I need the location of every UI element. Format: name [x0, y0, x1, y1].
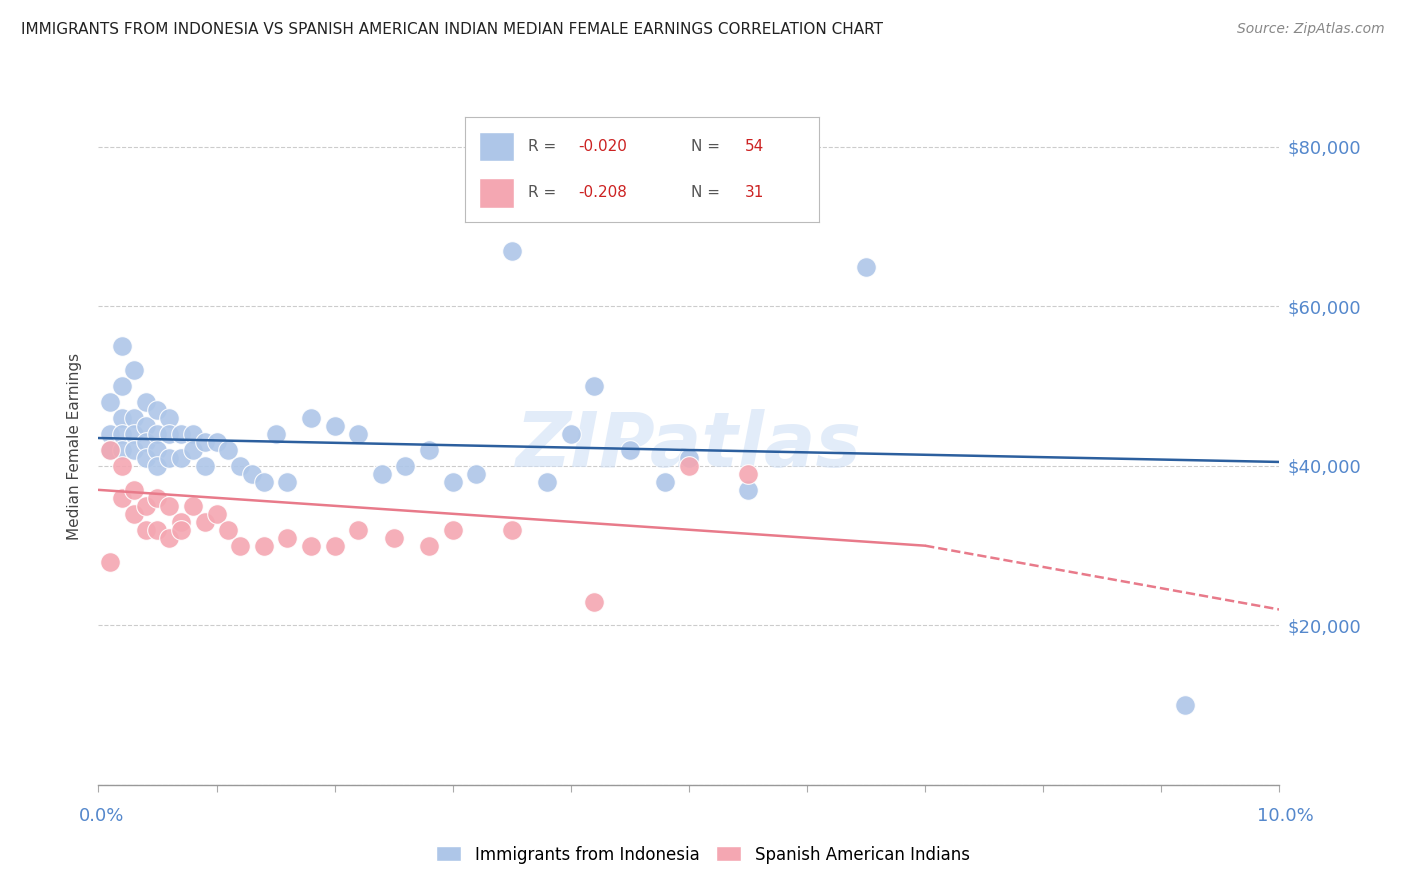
Point — [135, 450, 157, 465]
Point — [170, 427, 193, 442]
Point — [122, 483, 145, 497]
Point — [253, 539, 276, 553]
Point — [347, 427, 370, 442]
Point — [181, 499, 204, 513]
Point — [441, 475, 464, 489]
Point — [111, 427, 134, 442]
Point — [157, 499, 180, 513]
Point — [323, 539, 346, 553]
Point — [536, 475, 558, 489]
Text: 0.0%: 0.0% — [79, 807, 124, 825]
Point — [418, 539, 440, 553]
Point — [217, 442, 239, 457]
Point — [654, 475, 676, 489]
Text: ZIPatlas: ZIPatlas — [516, 409, 862, 483]
Point — [737, 483, 759, 497]
Point — [253, 475, 276, 489]
Point — [240, 467, 263, 481]
Point — [737, 467, 759, 481]
Point — [146, 427, 169, 442]
Point — [205, 435, 228, 450]
Point — [146, 458, 169, 473]
Point — [382, 531, 405, 545]
Point — [111, 379, 134, 393]
Point — [135, 499, 157, 513]
Point — [678, 458, 700, 473]
Point — [194, 435, 217, 450]
Point — [98, 427, 121, 442]
Point — [146, 523, 169, 537]
Legend: Immigrants from Indonesia, Spanish American Indians: Immigrants from Indonesia, Spanish Ameri… — [430, 839, 976, 871]
Point — [394, 458, 416, 473]
Point — [501, 244, 523, 258]
Text: Source: ZipAtlas.com: Source: ZipAtlas.com — [1237, 22, 1385, 37]
Point — [501, 523, 523, 537]
Point — [205, 507, 228, 521]
Point — [111, 339, 134, 353]
Point — [217, 523, 239, 537]
Point — [98, 442, 121, 457]
Point — [299, 411, 322, 425]
Y-axis label: Median Female Earnings: Median Female Earnings — [67, 352, 83, 540]
Point — [264, 427, 287, 442]
Point — [194, 458, 217, 473]
Point — [347, 523, 370, 537]
Point — [111, 442, 134, 457]
Point — [299, 539, 322, 553]
Point — [157, 450, 180, 465]
Point — [418, 442, 440, 457]
Point — [229, 458, 252, 473]
Point — [157, 427, 180, 442]
Point — [276, 531, 298, 545]
Point — [619, 442, 641, 457]
Point — [157, 531, 180, 545]
Text: 10.0%: 10.0% — [1257, 807, 1313, 825]
Point — [146, 442, 169, 457]
Point — [465, 467, 488, 481]
Point — [122, 411, 145, 425]
Text: IMMIGRANTS FROM INDONESIA VS SPANISH AMERICAN INDIAN MEDIAN FEMALE EARNINGS CORR: IMMIGRANTS FROM INDONESIA VS SPANISH AME… — [21, 22, 883, 37]
Point — [170, 523, 193, 537]
Point — [441, 523, 464, 537]
Point — [583, 379, 606, 393]
Point — [98, 442, 121, 457]
Point — [323, 419, 346, 434]
Point — [855, 260, 877, 274]
Point — [122, 427, 145, 442]
Point — [678, 450, 700, 465]
Point — [98, 395, 121, 409]
Point — [181, 442, 204, 457]
Point — [135, 395, 157, 409]
Point — [111, 411, 134, 425]
Point — [583, 594, 606, 608]
Point — [170, 515, 193, 529]
Point — [157, 411, 180, 425]
Point — [135, 435, 157, 450]
Point — [371, 467, 394, 481]
Point — [122, 507, 145, 521]
Point — [111, 491, 134, 505]
Point — [1174, 698, 1197, 713]
Point — [135, 419, 157, 434]
Point — [111, 458, 134, 473]
Point — [181, 427, 204, 442]
Point — [229, 539, 252, 553]
Point — [146, 403, 169, 417]
Point — [560, 427, 582, 442]
Point — [146, 491, 169, 505]
Point — [194, 515, 217, 529]
Point — [122, 363, 145, 377]
Point — [276, 475, 298, 489]
Point — [135, 523, 157, 537]
Point — [98, 555, 121, 569]
Point — [122, 442, 145, 457]
Point — [170, 450, 193, 465]
